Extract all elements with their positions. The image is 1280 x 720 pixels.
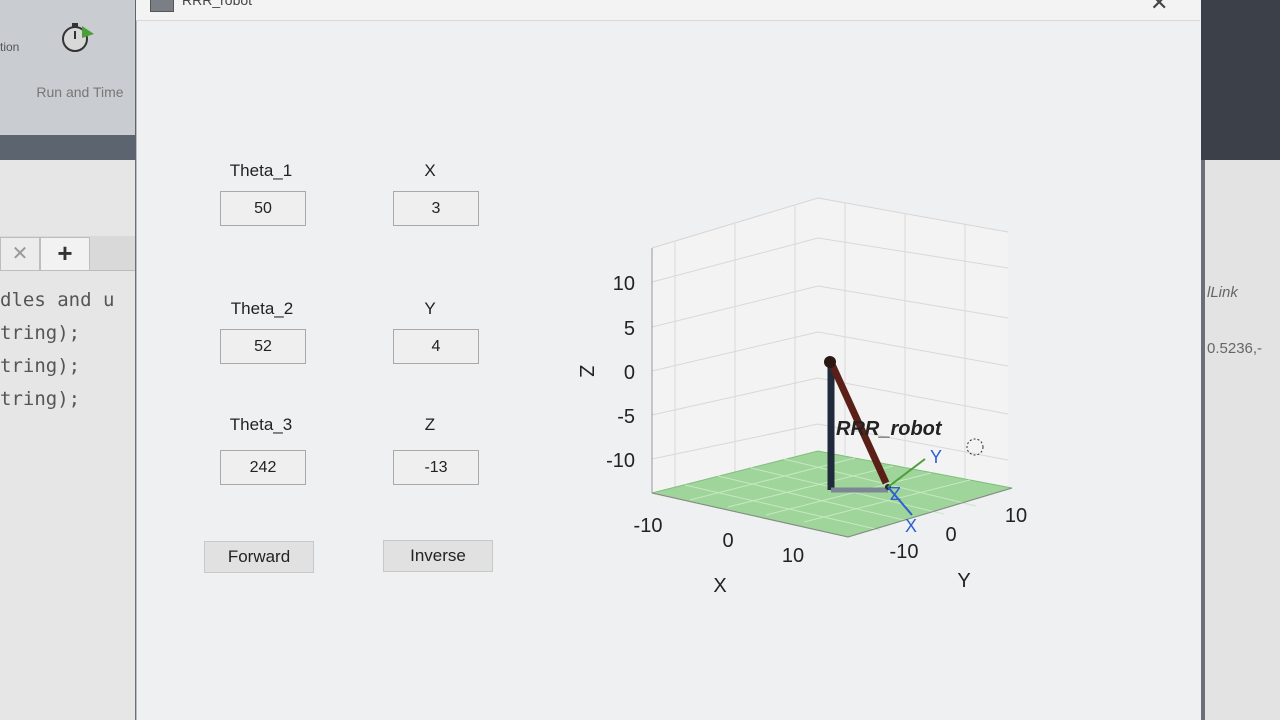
code-line: tring); xyxy=(0,388,81,410)
z-tick-label: 0 xyxy=(624,362,635,384)
frame-x-label: X xyxy=(905,516,917,536)
toolbar-partial-label: tion xyxy=(0,40,20,54)
z-tick-label: -5 xyxy=(617,406,635,428)
z-tick-label: -10 xyxy=(606,450,635,472)
theta1-label: Theta_1 xyxy=(229,161,293,180)
frame-x-axis xyxy=(887,486,913,516)
z-tick-label: 5 xyxy=(624,318,635,340)
background-right-value: 0.5236,- xyxy=(1207,340,1263,357)
inverse-button[interactable]: Inverse xyxy=(383,540,493,572)
theta3-input[interactable] xyxy=(220,450,306,485)
background-right-text: lLink xyxy=(1207,284,1238,301)
code-line: tring); xyxy=(0,355,81,377)
robot-3d-plot[interactable]: Y X Z RRR_robot 10 5 0 -5 -10 Z -10 0 10… xyxy=(560,180,1060,600)
y-label: Y xyxy=(424,299,436,318)
theta2-input[interactable] xyxy=(220,329,306,364)
y-tick-label: 10 xyxy=(1005,505,1027,527)
robot-name-label: RRR_robot xyxy=(836,418,943,440)
x-input[interactable] xyxy=(393,191,479,226)
robot-joint xyxy=(824,356,836,368)
window-titlebar[interactable] xyxy=(136,0,1200,21)
robot-arm-link xyxy=(826,358,890,485)
plot-back-walls xyxy=(652,198,1008,493)
z-tick-label: 10 xyxy=(613,273,635,295)
z-label: Z xyxy=(424,415,436,434)
new-tab-icon[interactable]: + xyxy=(40,237,90,271)
run-and-time-label: Run and Time xyxy=(36,84,124,100)
close-tab-icon[interactable]: ✕ xyxy=(0,237,40,271)
background-right-panel xyxy=(1205,160,1280,720)
run-and-time-button[interactable] xyxy=(0,0,135,135)
background-toolbar-right xyxy=(1200,0,1280,160)
x-label: X xyxy=(424,161,436,180)
forward-button[interactable]: Forward xyxy=(204,541,314,573)
window-title: RRR_robot xyxy=(182,0,253,8)
app-window-icon xyxy=(150,0,174,12)
code-line: dles and u xyxy=(0,289,115,311)
stopwatch-icon xyxy=(60,20,94,54)
y-tick-label: 0 xyxy=(945,524,956,546)
theta3-label: Theta_3 xyxy=(229,415,293,434)
y-tick-label: -10 xyxy=(890,541,919,563)
busy-cursor-icon xyxy=(966,438,984,456)
frame-y-axis xyxy=(887,458,926,488)
y-input[interactable] xyxy=(393,329,479,364)
x-tick-label: -10 xyxy=(634,515,663,537)
frame-y-label: Y xyxy=(930,447,942,467)
y-axis-label: Y xyxy=(957,570,970,592)
x-tick-label: 0 xyxy=(722,530,733,552)
plot-gridlines xyxy=(651,203,1009,490)
x-tick-label: 10 xyxy=(782,545,804,567)
theta2-label: Theta_2 xyxy=(230,299,294,318)
z-axis-label: Z xyxy=(575,365,597,377)
plot-wall-edge xyxy=(651,197,1009,249)
close-window-icon[interactable]: ✕ xyxy=(1150,0,1169,15)
floor-axis-edges xyxy=(651,487,1013,538)
frame-z-label: Z xyxy=(890,484,901,504)
floor-grid xyxy=(684,457,977,531)
z-input[interactable] xyxy=(393,450,479,485)
code-text: dles and u tring); tring); tring); xyxy=(0,284,114,416)
theta1-input[interactable] xyxy=(220,191,306,226)
x-axis-label: X xyxy=(713,575,726,597)
code-line: tring); xyxy=(0,322,81,344)
